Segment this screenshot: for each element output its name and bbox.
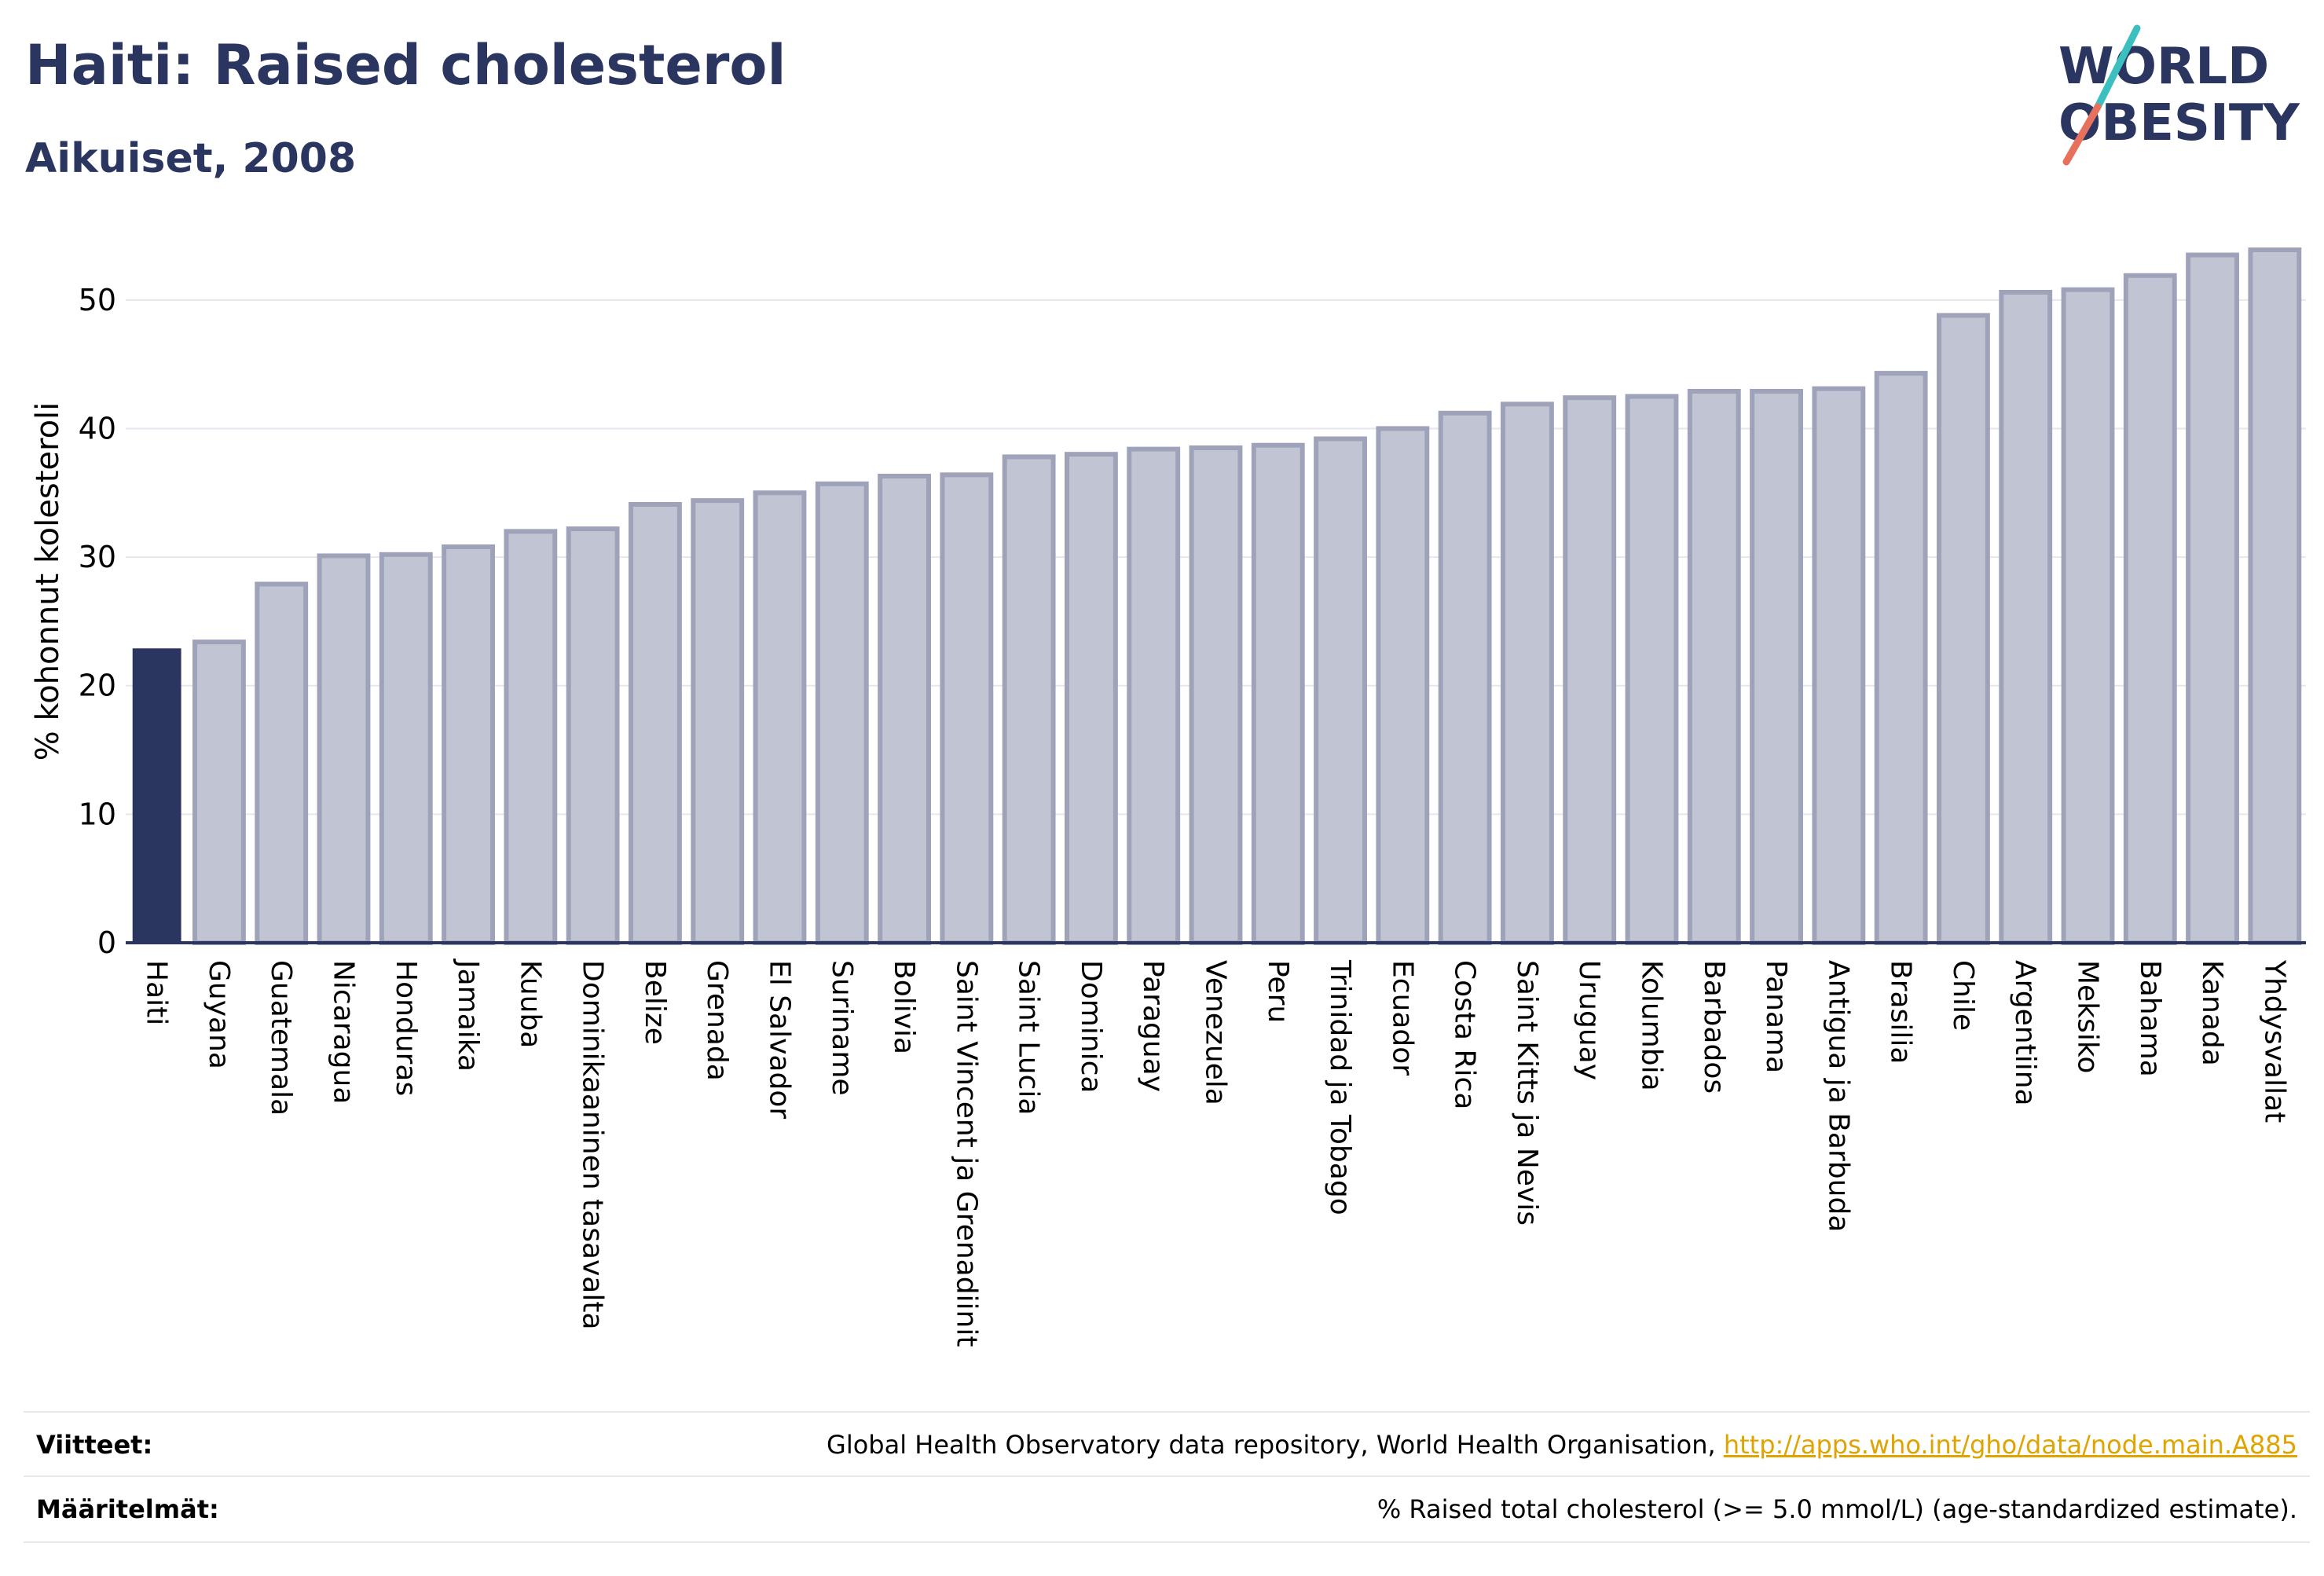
- bar: [1314, 436, 1367, 945]
- x-tick-label: Guyana: [203, 960, 235, 1069]
- bar: [1750, 389, 1803, 945]
- bar: [504, 529, 558, 945]
- bar: [691, 498, 745, 945]
- logo-slash-teal: [2094, 24, 2141, 111]
- x-tick-label: Suriname: [826, 960, 858, 1096]
- bar: [255, 581, 309, 945]
- x-tick-label: Dominica: [1075, 960, 1107, 1094]
- bar: [1501, 401, 1554, 945]
- x-tick-label: Kuuba: [514, 960, 546, 1048]
- x-tick-label: Belize: [639, 960, 671, 1045]
- definitions-text: % Raised total cholesterol (>= 5.0 mmol/…: [1376, 1494, 2297, 1524]
- bar: [132, 648, 181, 943]
- y-tick-label: 40: [79, 411, 116, 445]
- x-tick-label: Argentiina: [2009, 960, 2041, 1106]
- bar: [442, 544, 495, 945]
- y-tick-label: 50: [79, 283, 116, 317]
- x-tick-label: Peru: [1262, 960, 1294, 1023]
- definitions-label: Määritelmät:: [36, 1494, 219, 1524]
- world-obesity-logo: WORLD OBESITY: [2058, 24, 2300, 166]
- bar: [1251, 442, 1305, 945]
- x-tick-label: Kanada: [2196, 960, 2228, 1066]
- x-tick-label: Venezuela: [1200, 960, 1232, 1105]
- references-text: Global Health Observatory data repositor…: [827, 1430, 1716, 1460]
- x-tick-label: Honduras: [390, 960, 422, 1096]
- bar: [1812, 386, 1866, 945]
- x-tick-label: Saint Lucia: [1013, 960, 1045, 1115]
- x-tick-label: El Salvador: [764, 960, 796, 1119]
- x-tick-label: Trinidad ja Tobago: [1324, 959, 1356, 1215]
- y-tick-label: 0: [97, 925, 116, 960]
- bar: [1002, 454, 1056, 945]
- bar: [1999, 290, 2053, 945]
- bar: [566, 526, 620, 945]
- x-tick-label: Antigua ja Barbuda: [1822, 960, 1854, 1232]
- bar-layer: [132, 247, 2302, 946]
- x-tick-label: Panama: [1760, 960, 1792, 1073]
- bar: [2248, 247, 2302, 945]
- bar: [1937, 313, 1990, 946]
- x-tick-label: Nicaragua: [328, 960, 360, 1104]
- x-tick-label: Yhdysvallat: [2258, 959, 2290, 1123]
- x-tick-label: Jamaika: [452, 958, 484, 1072]
- x-tick-label: Ecuador: [1386, 960, 1418, 1076]
- bar: [2061, 287, 2115, 945]
- bar: [878, 474, 931, 945]
- x-tick-label: Uruguay: [1573, 960, 1605, 1080]
- footer-references-row: Viitteet: Global Health Observatory data…: [24, 1411, 2310, 1477]
- x-tick-label: Meksiko: [2072, 960, 2104, 1073]
- bar: [317, 553, 371, 945]
- bar: [2123, 273, 2177, 945]
- bar: [1874, 371, 1928, 946]
- y-tick-label: 10: [79, 797, 116, 831]
- references-label: Viitteet:: [36, 1430, 153, 1460]
- x-tick-label: Saint Kitts ja Nevis: [1511, 960, 1543, 1226]
- x-tick-label: Brasilia: [1885, 960, 1917, 1064]
- bar: [379, 552, 433, 945]
- x-tick-label: Kolumbia: [1636, 960, 1668, 1091]
- bar: [1563, 395, 1617, 945]
- bar: [629, 502, 682, 945]
- bar-chart: 0 10 20 30 40 50 Haiti Guyana Guatemala Nicaragua…: [30, 247, 2306, 1347]
- bar: [940, 472, 994, 945]
- chart-title: Haiti: Raised cholesterol: [25, 33, 786, 97]
- bar: [1438, 410, 1492, 945]
- x-tick-label: Costa Rica: [1449, 960, 1481, 1109]
- y-axis-label: % kohonnut kolesteroli: [30, 402, 66, 761]
- x-tick-label: Haiti: [141, 960, 173, 1025]
- x-tick-label: Barbados: [1698, 960, 1730, 1094]
- x-tick-label: Saint Vincent ja Grenadiinit: [950, 960, 982, 1347]
- axis-layer: 0 10 20 30 40 50 Haiti Guyana Guatemala Nicaragua…: [79, 283, 2306, 1347]
- x-tick-label: Grenada: [701, 960, 733, 1081]
- footer-definitions-row: Määritelmät: % Raised total cholesterol …: [24, 1475, 2310, 1543]
- bar: [1189, 445, 1243, 945]
- x-tick-label: Bahama: [2134, 960, 2166, 1077]
- logo-slash-coral: [2062, 103, 2102, 166]
- bar: [1687, 389, 1741, 945]
- chart-subtitle: Aikuiset, 2008: [25, 135, 357, 182]
- bar: [1065, 452, 1118, 945]
- logo-line1: WORLD: [2058, 38, 2269, 96]
- x-tick-label: Paraguay: [1137, 960, 1169, 1092]
- bar: [192, 640, 246, 945]
- bar: [1376, 426, 1430, 945]
- x-tick-label: Chile: [1947, 960, 1979, 1031]
- references-link[interactable]: http://apps.who.int/gho/data/node.main.A…: [1723, 1430, 2297, 1460]
- bar: [815, 481, 869, 945]
- x-tick-label: Bolivia: [888, 960, 920, 1054]
- bar: [753, 490, 807, 945]
- x-tick-label: Dominikaaninen tasavalta: [577, 960, 609, 1330]
- y-tick-label: 20: [79, 669, 116, 703]
- bar: [1127, 446, 1181, 945]
- bar: [1625, 394, 1679, 945]
- bar: [2186, 252, 2239, 945]
- x-tick-label: Guatemala: [265, 960, 297, 1116]
- y-tick-label: 30: [79, 540, 116, 574]
- references-text-wrap: Global Health Observatory data repositor…: [827, 1430, 2310, 1460]
